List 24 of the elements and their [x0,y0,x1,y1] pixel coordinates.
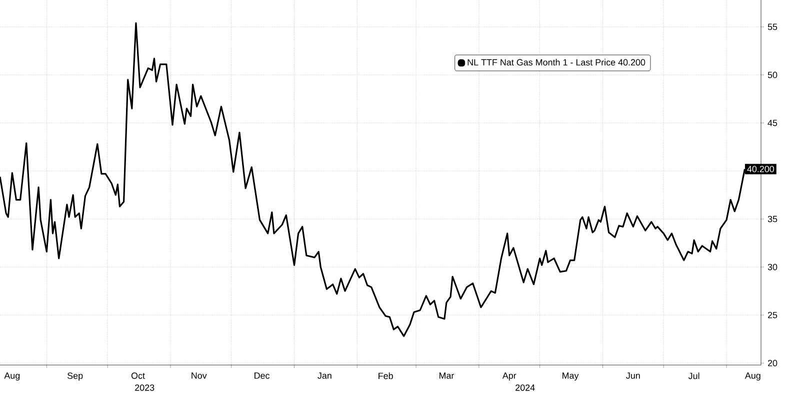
data-label: 40.200 [747,166,774,172]
x-tick-label: Mar [439,372,454,379]
text: 2024 [516,384,535,391]
y-tick-label: 55 [768,24,778,30]
y-tick-label: 35 [768,216,778,222]
x-tick-label: Aug [4,372,20,381]
x-tick-label: Aug [744,372,760,381]
text: 2023 [135,384,154,391]
x-tick-label: Dec [254,372,270,379]
x-tick-label: Nov [192,372,207,379]
y-tick-label: 20 [768,360,778,366]
x-tick-label: May [562,372,579,381]
x-tick-label: Apr [502,372,516,381]
x-tick-label: Jul [688,372,700,380]
x-tick-label: Jun [626,372,640,379]
y-tick-label: 50 [768,72,778,78]
legend-label: NL TTF Nat Gas Month 1 - Last Price 40.200 [468,58,646,66]
x-tick-label: Feb [378,372,393,380]
x-tick-label: Jan [318,372,332,379]
x-tick-label: Oct [131,372,145,379]
y-tick-label: 45 [768,120,778,126]
x-tick-label: Sep [68,372,83,381]
y-tick-label: 25 [768,312,778,318]
y-tick-label: 30 [768,264,778,270]
